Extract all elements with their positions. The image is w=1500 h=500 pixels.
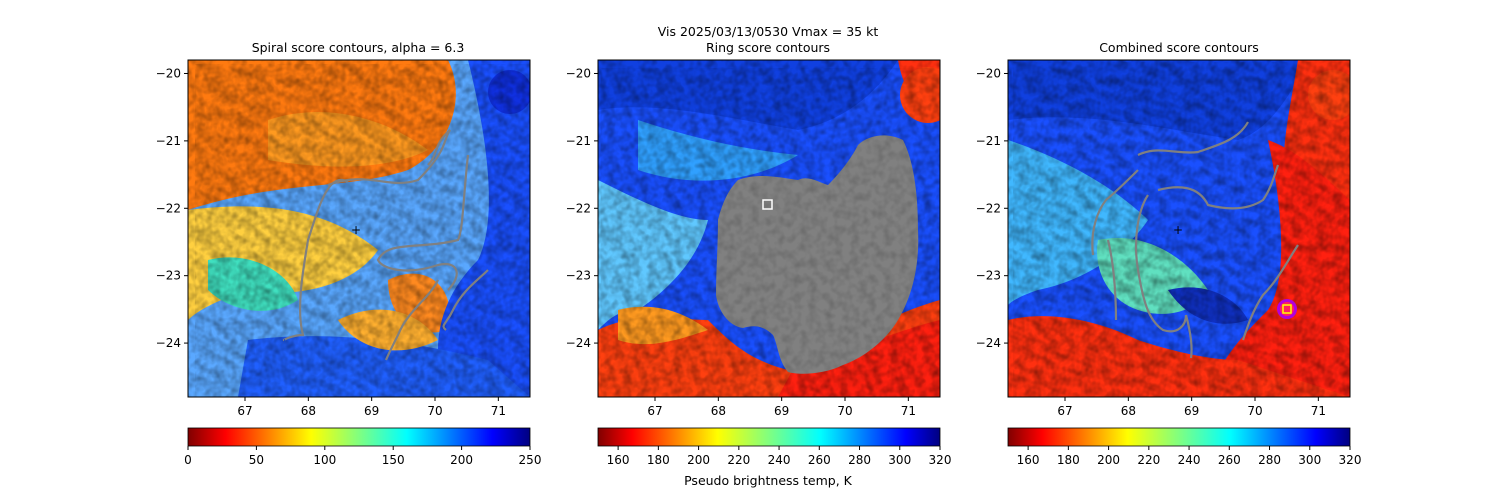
y-tick-label: −21	[566, 134, 591, 148]
x-tick-label: 70	[837, 404, 852, 418]
y-tick-label: −22	[566, 201, 591, 215]
colorbar-tick-label: 240	[1178, 453, 1201, 467]
x-tick-label: 69	[774, 404, 789, 418]
colorbar-tick-label: 300	[1298, 453, 1321, 467]
heatmap-image	[598, 60, 940, 397]
y-tick-label: −22	[156, 201, 181, 215]
x-tick-label: 70	[427, 404, 442, 418]
colorbar-tick-label: 320	[1339, 453, 1362, 467]
y-tick-label: −23	[976, 269, 1001, 283]
y-tick-label: −24	[156, 336, 181, 350]
x-axis: 67 68 69 70 71	[647, 397, 916, 418]
colorbar-tick-label: 280	[1258, 453, 1281, 467]
colorbar-ticks: 160 180 200 220 240 260 280 300 320	[607, 446, 952, 467]
panel-title: Spiral score contours, alpha = 6.3	[252, 40, 465, 55]
heatmap-image: +	[188, 60, 530, 397]
y-tick-label: −24	[976, 336, 1001, 350]
y-tick-label: −23	[156, 269, 181, 283]
x-axis: 67 68 69 70 71	[1057, 397, 1326, 418]
combined-contours	[1091, 121, 1299, 359]
axes-frame	[187, 59, 531, 398]
y-tick-label: −20	[976, 66, 1001, 80]
y-tick-label: −21	[156, 134, 181, 148]
x-tick-label: 67	[237, 404, 252, 418]
colorbar-tick-label: 150	[382, 453, 405, 467]
colorbar-label: Pseudo brightness temp, K	[684, 473, 853, 488]
x-tick-label: 68	[1121, 404, 1136, 418]
colorbar-tick-label: 200	[1097, 453, 1120, 467]
axes-frame	[1007, 59, 1351, 398]
colorbar-tick-label: 160	[1017, 453, 1040, 467]
x-tick-label: 71	[491, 404, 506, 418]
y-axis: −20 −21 −22 −23 −24	[566, 66, 598, 350]
colorbar-tick-label: 160	[607, 453, 630, 467]
panel-title: Ring score contours	[706, 40, 830, 55]
axes-frame	[597, 59, 941, 398]
y-tick-label: −20	[566, 66, 591, 80]
x-tick-label: 68	[301, 404, 316, 418]
x-tick-label: 70	[1247, 404, 1262, 418]
y-tick-label: −21	[976, 134, 1001, 148]
colorbar-tick-label: 320	[929, 453, 952, 467]
x-tick-label: 69	[364, 404, 379, 418]
center-marker: +	[351, 223, 361, 237]
spiral-contours	[282, 129, 489, 361]
colorbar-tick-label: 180	[1057, 453, 1080, 467]
colorbar-tick-label: 100	[313, 453, 336, 467]
y-tick-label: −20	[156, 66, 181, 80]
x-tick-label: 71	[901, 404, 916, 418]
colorbar-tick-label: 0	[184, 453, 192, 467]
colorbar-ticks: 0 50 100 150 200 250	[184, 446, 541, 467]
x-tick-label: 67	[647, 404, 662, 418]
combined-center-marker	[1282, 304, 1292, 314]
y-tick-label: −23	[566, 269, 591, 283]
colorbar-tick-label: 200	[450, 453, 473, 467]
ring-center-marker	[762, 199, 773, 210]
colorbar-tick-label: 180	[647, 453, 670, 467]
panel-combined: Combined score contours +	[976, 40, 1362, 467]
x-tick-label: 69	[1184, 404, 1199, 418]
y-axis: −20 −21 −22 −23 −24	[976, 66, 1008, 350]
colorbar-tick-label: 300	[888, 453, 911, 467]
y-tick-label: −22	[976, 201, 1001, 215]
y-tick-label: −24	[566, 336, 591, 350]
colorbar	[597, 427, 941, 447]
x-axis: 67 68 69 70 71	[237, 397, 506, 418]
colorbar-tick-label: 220	[727, 453, 750, 467]
x-tick-label: 67	[1057, 404, 1072, 418]
center-marker: +	[1173, 223, 1183, 237]
y-axis: −20 −21 −22 −23 −24	[156, 66, 188, 350]
colorbar-tick-label: 250	[519, 453, 542, 467]
colorbar-tick-label: 280	[848, 453, 871, 467]
colorbar-tick-label: 200	[687, 453, 710, 467]
colorbar	[187, 427, 531, 447]
colorbar-tick-label: 260	[1218, 453, 1241, 467]
colorbar-ticks: 160 180 200 220 240 260 280 300 320	[1017, 446, 1362, 467]
figure-suptitle: Vis 2025/03/13/0530 Vmax = 35 kt	[658, 24, 879, 39]
colorbar-tick-label: 260	[808, 453, 831, 467]
panel-title: Combined score contours	[1099, 40, 1259, 55]
panel-spiral: Spiral score contours, alpha = 6.3 +	[156, 40, 542, 467]
colorbar-tick-label: 220	[1137, 453, 1160, 467]
heatmap-image: +	[1008, 60, 1350, 397]
x-tick-label: 71	[1311, 404, 1326, 418]
colorbar-tick-label: 240	[768, 453, 791, 467]
colorbar	[1007, 427, 1351, 447]
colorbar-tick-label: 50	[249, 453, 264, 467]
x-tick-label: 68	[711, 404, 726, 418]
panel-ring: Ring score contours 67 68 69 70 71 −20 −21 −22…	[566, 40, 952, 488]
